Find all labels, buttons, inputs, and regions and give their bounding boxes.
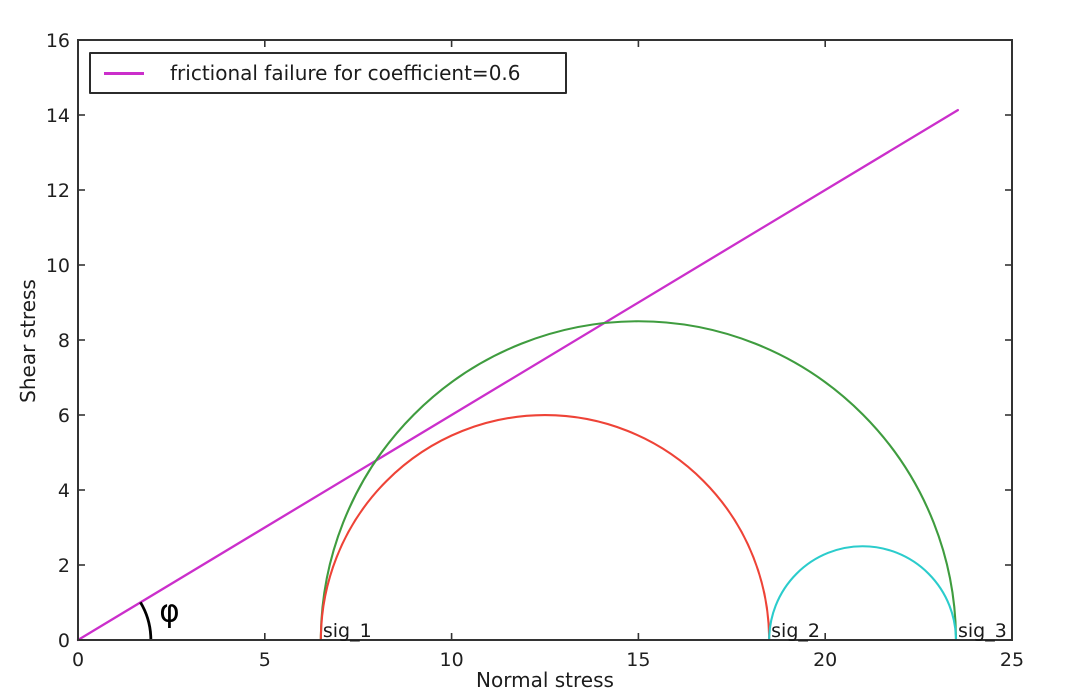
friction-angle-arc	[139, 601, 153, 641]
mohr-circle-sig2-sig3	[768, 545, 958, 641]
y-tick-label: 4	[58, 480, 70, 502]
failure-line	[76, 108, 959, 642]
mohr-circle-sig1-sig2	[319, 414, 771, 641]
x-tick-label: 0	[72, 649, 84, 671]
y-tick-label: 8	[58, 330, 70, 352]
y-tick-label: 16	[46, 30, 70, 52]
x-tick-label: 10	[440, 649, 464, 671]
annotation-sig_1: sig_1	[323, 620, 372, 642]
x-tick-label: 25	[1000, 649, 1024, 671]
y-tick-label: 14	[46, 105, 70, 127]
y-tick-label: 6	[58, 405, 70, 427]
annotation-sig_3: sig_3	[958, 620, 1007, 642]
x-tick-label: 15	[626, 649, 650, 671]
x-tick-label: 20	[813, 649, 837, 671]
x-axis-label: Normal stress	[476, 668, 614, 692]
y-axis-label: Shear stress	[16, 279, 40, 403]
annotation-sig_2: sig_2	[771, 620, 820, 642]
phi-annotation: φ	[159, 593, 179, 629]
mohr-circle-sig1-sig3	[319, 320, 958, 641]
y-tick-label: 0	[58, 630, 70, 652]
y-tick-label: 2	[58, 555, 70, 577]
legend-label: frictional failure for coefficient=0.6	[170, 61, 521, 85]
plot-frame	[77, 39, 1013, 641]
y-tick-label: 12	[46, 180, 70, 202]
legend-line-sample	[104, 71, 144, 75]
legend: frictional failure for coefficient=0.6	[89, 52, 567, 94]
y-tick-label: 10	[46, 255, 70, 277]
x-tick-label: 5	[259, 649, 271, 671]
